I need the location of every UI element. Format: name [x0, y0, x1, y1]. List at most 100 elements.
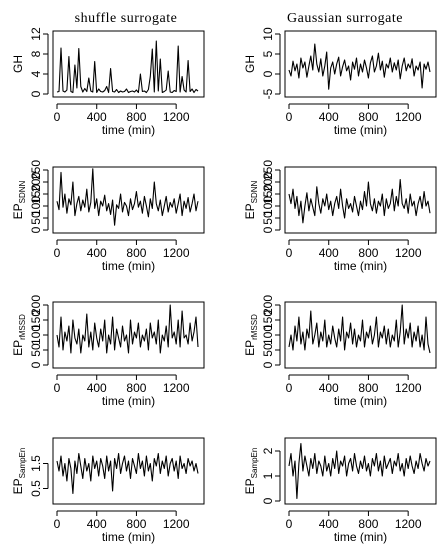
x-tick-label: 800: [126, 381, 146, 395]
y-label-subscript: rMSSD: [250, 314, 259, 340]
y-tick-label: 8: [29, 50, 43, 57]
y-axis-label: EPrMSSD: [11, 314, 27, 356]
y-tick-label: 5: [261, 50, 275, 57]
plot-frame: [53, 302, 204, 368]
y-axis-label: EPSDNN: [243, 180, 259, 219]
y-label-subscript: SDNN: [18, 180, 27, 203]
panel-0: 0 400 800 1200 time (min) 0 4 8 12 GH: [11, 27, 204, 137]
panel-2: 0 400 800 1200time (min)050100150200250EPSD…: [11, 160, 204, 273]
x-tick-label: 800: [126, 246, 146, 260]
y-label-main: EP: [243, 478, 257, 494]
y-tick-label: 0.5: [29, 480, 43, 497]
y-tick-label: 0: [261, 70, 275, 77]
x-tick-label: 1200: [395, 110, 422, 124]
x-axis-label: time (min): [102, 123, 155, 137]
x-tick-label: 800: [126, 110, 146, 124]
x-tick-label: 0: [54, 246, 61, 260]
x-tick-label: 800: [358, 246, 378, 260]
x-tick-label: 400: [319, 110, 339, 124]
y-tick-label: 4: [29, 70, 43, 77]
x-tick-label: 0: [54, 110, 61, 124]
series-line: [289, 444, 430, 499]
x-tick-label: 1200: [395, 246, 422, 260]
x-tick-label: 1200: [163, 517, 190, 531]
x-tick-label: 400: [87, 110, 107, 124]
x-tick-label: 0: [286, 110, 293, 124]
x-tick-label: 800: [358, 110, 378, 124]
x-tick-label: 1200: [163, 110, 190, 124]
x-tick-label: 1200: [163, 246, 190, 260]
x-tick-label: 800: [126, 517, 146, 531]
y-axis-label: EPSampEn: [11, 448, 27, 495]
y-label-main: EP: [11, 340, 25, 356]
y-tick-label: 200: [261, 295, 275, 315]
y-tick-label: 0: [261, 497, 275, 504]
x-axis-label: time (min): [102, 530, 155, 544]
x-tick-label: 0: [286, 517, 293, 531]
column-title-shuffle: shuffle surrogate: [75, 11, 178, 26]
series-line: [289, 305, 430, 353]
x-tick-label: 1200: [395, 517, 422, 531]
y-tick-label: 12: [29, 27, 43, 41]
x-axis-label: time (min): [102, 394, 155, 408]
y-label-main: GH: [11, 55, 25, 73]
x-tick-label: 0: [286, 381, 293, 395]
y-label-main: EP: [243, 203, 257, 219]
y-axis-label: GH: [243, 55, 257, 73]
series-line: [289, 180, 430, 223]
x-tick-label: 0: [54, 381, 61, 395]
x-tick-label: 400: [319, 517, 339, 531]
y-tick-label: 250: [29, 160, 43, 180]
x-tick-label: 800: [358, 517, 378, 531]
panel-1: 0 400 800 1200 time (min) -5 0 5 10 GH: [243, 27, 436, 137]
y-tick-label: -5: [261, 88, 275, 99]
series-line: [57, 169, 198, 225]
y-tick-label: 0: [29, 90, 43, 97]
x-axis-label: time (min): [102, 259, 155, 273]
x-tick-label: 400: [87, 381, 107, 395]
y-label-main: GH: [243, 55, 257, 73]
y-label-subscript: SampEn: [18, 448, 27, 479]
x-tick-label: 400: [87, 246, 107, 260]
y-tick-label: 1.5: [29, 455, 43, 472]
y-label-main: EP: [11, 203, 25, 219]
x-axis-label: time (min): [334, 259, 387, 273]
plot-frame: [53, 31, 204, 97]
y-tick-label: 0: [29, 226, 43, 233]
y-tick-label: 0: [29, 361, 43, 368]
series-line: [57, 41, 198, 93]
series-line: [289, 44, 430, 89]
x-tick-label: 400: [319, 381, 339, 395]
x-tick-label: 0: [54, 517, 61, 531]
y-tick-label: 1: [261, 472, 275, 479]
y-axis-label: EPSampEn: [243, 448, 259, 495]
x-tick-label: 1200: [395, 381, 422, 395]
x-tick-label: 800: [358, 381, 378, 395]
y-label-main: EP: [11, 478, 25, 494]
y-label-subscript: rMSSD: [18, 314, 27, 340]
y-axis-label: EPrMSSD: [243, 314, 259, 356]
y-tick-label: 0: [261, 226, 275, 233]
y-axis-label: GH: [11, 55, 25, 73]
series-line: [57, 305, 198, 353]
plot-frame: [53, 167, 204, 233]
y-tick-label: 10: [261, 27, 275, 41]
x-tick-label: 0: [286, 246, 293, 260]
y-label-subscript: SDNN: [250, 180, 259, 203]
x-axis-label: time (min): [334, 394, 387, 408]
y-tick-label: 200: [29, 295, 43, 315]
x-tick-label: 400: [87, 517, 107, 531]
y-label-subscript: SampEn: [250, 448, 259, 479]
plot-frame: [53, 438, 204, 504]
series-line: [57, 454, 198, 494]
x-axis-label: time (min): [334, 123, 387, 137]
column-title-gaussian: Gaussian surrogate: [287, 11, 403, 26]
x-tick-label: 400: [319, 246, 339, 260]
